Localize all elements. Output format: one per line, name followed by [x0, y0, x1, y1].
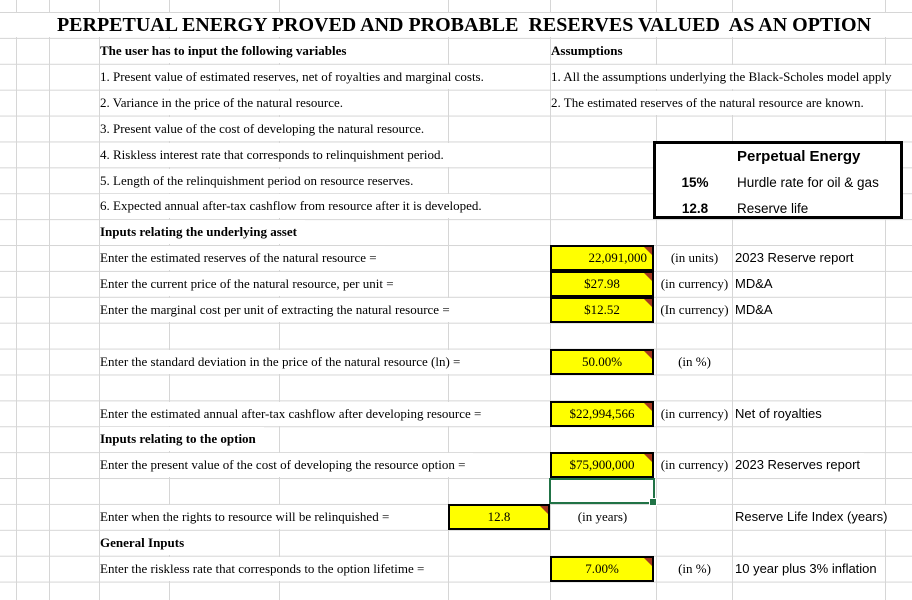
unit-std-dev: (in %)	[678, 354, 711, 369]
note-dev-cost: 2023 Reserves report	[735, 453, 865, 477]
unit-reserves: (in units)	[670, 250, 719, 265]
comment-flag-icon	[644, 299, 652, 307]
input-cell-dev-cost[interactable]: $75,900,000	[550, 452, 654, 478]
label-riskless: Enter the riskless rate that corresponds…	[100, 557, 433, 581]
label-marginal-cost: Enter the marginal cost per unit of extr…	[100, 298, 458, 322]
selected-cell[interactable]	[549, 478, 657, 506]
comment-flag-icon	[644, 247, 652, 255]
input-cell-relinquish[interactable]: 12.8	[448, 504, 550, 530]
marginal-cost-value: $12.52	[584, 302, 620, 317]
hurdle-rate-label: Hurdle rate for oil & gas	[737, 175, 879, 190]
cashflow-value: $22,994,566	[569, 406, 635, 421]
riskless-value: 7.00%	[585, 561, 619, 576]
gridline	[885, 0, 886, 600]
relinquish-value: 12.8	[487, 509, 511, 524]
comment-flag-icon	[644, 454, 652, 462]
note-price: MD&A	[735, 272, 777, 296]
std-dev-value: 50.00%	[581, 354, 623, 369]
input-cell-cashflow[interactable]: $22,994,566	[550, 401, 654, 427]
input-cell-marginal-cost[interactable]: $12.52	[550, 297, 654, 323]
instruction-item: 2. Variance in the price of the natural …	[100, 91, 352, 115]
note-relinquish: Reserve Life Index (years)	[735, 505, 892, 529]
instruction-item: 1. Present value of estimated reserves, …	[100, 65, 492, 89]
label-reserves: Enter the estimated reserves of the natu…	[100, 246, 385, 270]
comment-flag-icon	[540, 506, 548, 514]
instruction-item: 4. Riskless interest rate that correspon…	[100, 143, 452, 167]
note-reserves: 2023 Reserve report	[735, 246, 858, 270]
sheet-title: PERPETUAL ENERGY PROVED AND PROBABLE RES…	[16, 13, 912, 37]
label-dev-cost: Enter the present value of the cost of d…	[100, 453, 474, 477]
label-std-dev: Enter the standard deviation in the pric…	[100, 350, 469, 374]
dev-cost-value: $75,900,000	[569, 457, 635, 472]
input-cell-std-dev[interactable]: 50.00%	[550, 349, 654, 375]
instruction-item: 3. Present value of the cost of developi…	[100, 117, 433, 141]
reserve-life-label: Reserve life	[737, 201, 809, 216]
company-name: Perpetual Energy	[737, 148, 861, 165]
gridline	[656, 0, 657, 600]
unit-marginal-cost: (In currency)	[660, 302, 729, 317]
comment-flag-icon	[644, 403, 652, 411]
assumption-item: 1. All the assumptions underlying the Bl…	[551, 65, 900, 89]
comment-flag-icon	[644, 558, 652, 566]
assumption-item: 2. The estimated reserves of the natural…	[551, 91, 872, 115]
unit-dev-cost: (in currency)	[660, 457, 729, 472]
reserve-life-value: 12.8	[681, 201, 709, 216]
label-relinquish: Enter when the rights to resource will b…	[100, 505, 398, 529]
instruction-item: 5. Length of the relinquishment period o…	[100, 169, 422, 193]
unit-price: (in currency)	[660, 276, 729, 291]
hurdle-rate-value: 15%	[681, 175, 709, 190]
section-heading-general: General Inputs	[100, 531, 193, 555]
company-summary-box: Perpetual Energy 15% Hurdle rate for oil…	[653, 141, 903, 219]
input-cell-price[interactable]: $27.98	[550, 271, 654, 297]
reserves-value: 22,091,000	[588, 250, 648, 265]
comment-flag-icon	[644, 273, 652, 281]
unit-cashflow: (in currency)	[660, 406, 729, 421]
note-riskless: 10 year plus 3% inflation	[735, 557, 881, 581]
gridline	[732, 0, 733, 600]
gridline	[16, 0, 17, 600]
instruction-item: 6. Expected annual after-tax cashflow fr…	[100, 194, 490, 218]
gridline	[99, 0, 100, 600]
unit-riskless: (in %)	[678, 561, 711, 576]
label-cashflow: Enter the estimated annual after-tax cas…	[100, 402, 490, 426]
label-price: Enter the current price of the natural r…	[100, 272, 402, 296]
section-heading-underlying: Inputs relating the underlying asset	[100, 220, 305, 244]
gridline	[49, 0, 50, 600]
assumptions-heading: Assumptions	[551, 39, 631, 63]
input-cell-riskless[interactable]: 7.00%	[550, 556, 654, 582]
fill-handle[interactable]	[649, 498, 657, 506]
section-heading-option: Inputs relating to the option	[100, 427, 264, 451]
price-value: $27.98	[584, 276, 620, 291]
unit-relinquish: (in years)	[577, 509, 628, 524]
input-cell-reserves[interactable]: 22,091,000	[550, 245, 654, 271]
note-marginal-cost: MD&A	[735, 298, 777, 322]
comment-flag-icon	[644, 351, 652, 359]
instructions-heading: The user has to input the following vari…	[100, 39, 355, 63]
note-cashflow: Net of royalties	[735, 402, 826, 426]
